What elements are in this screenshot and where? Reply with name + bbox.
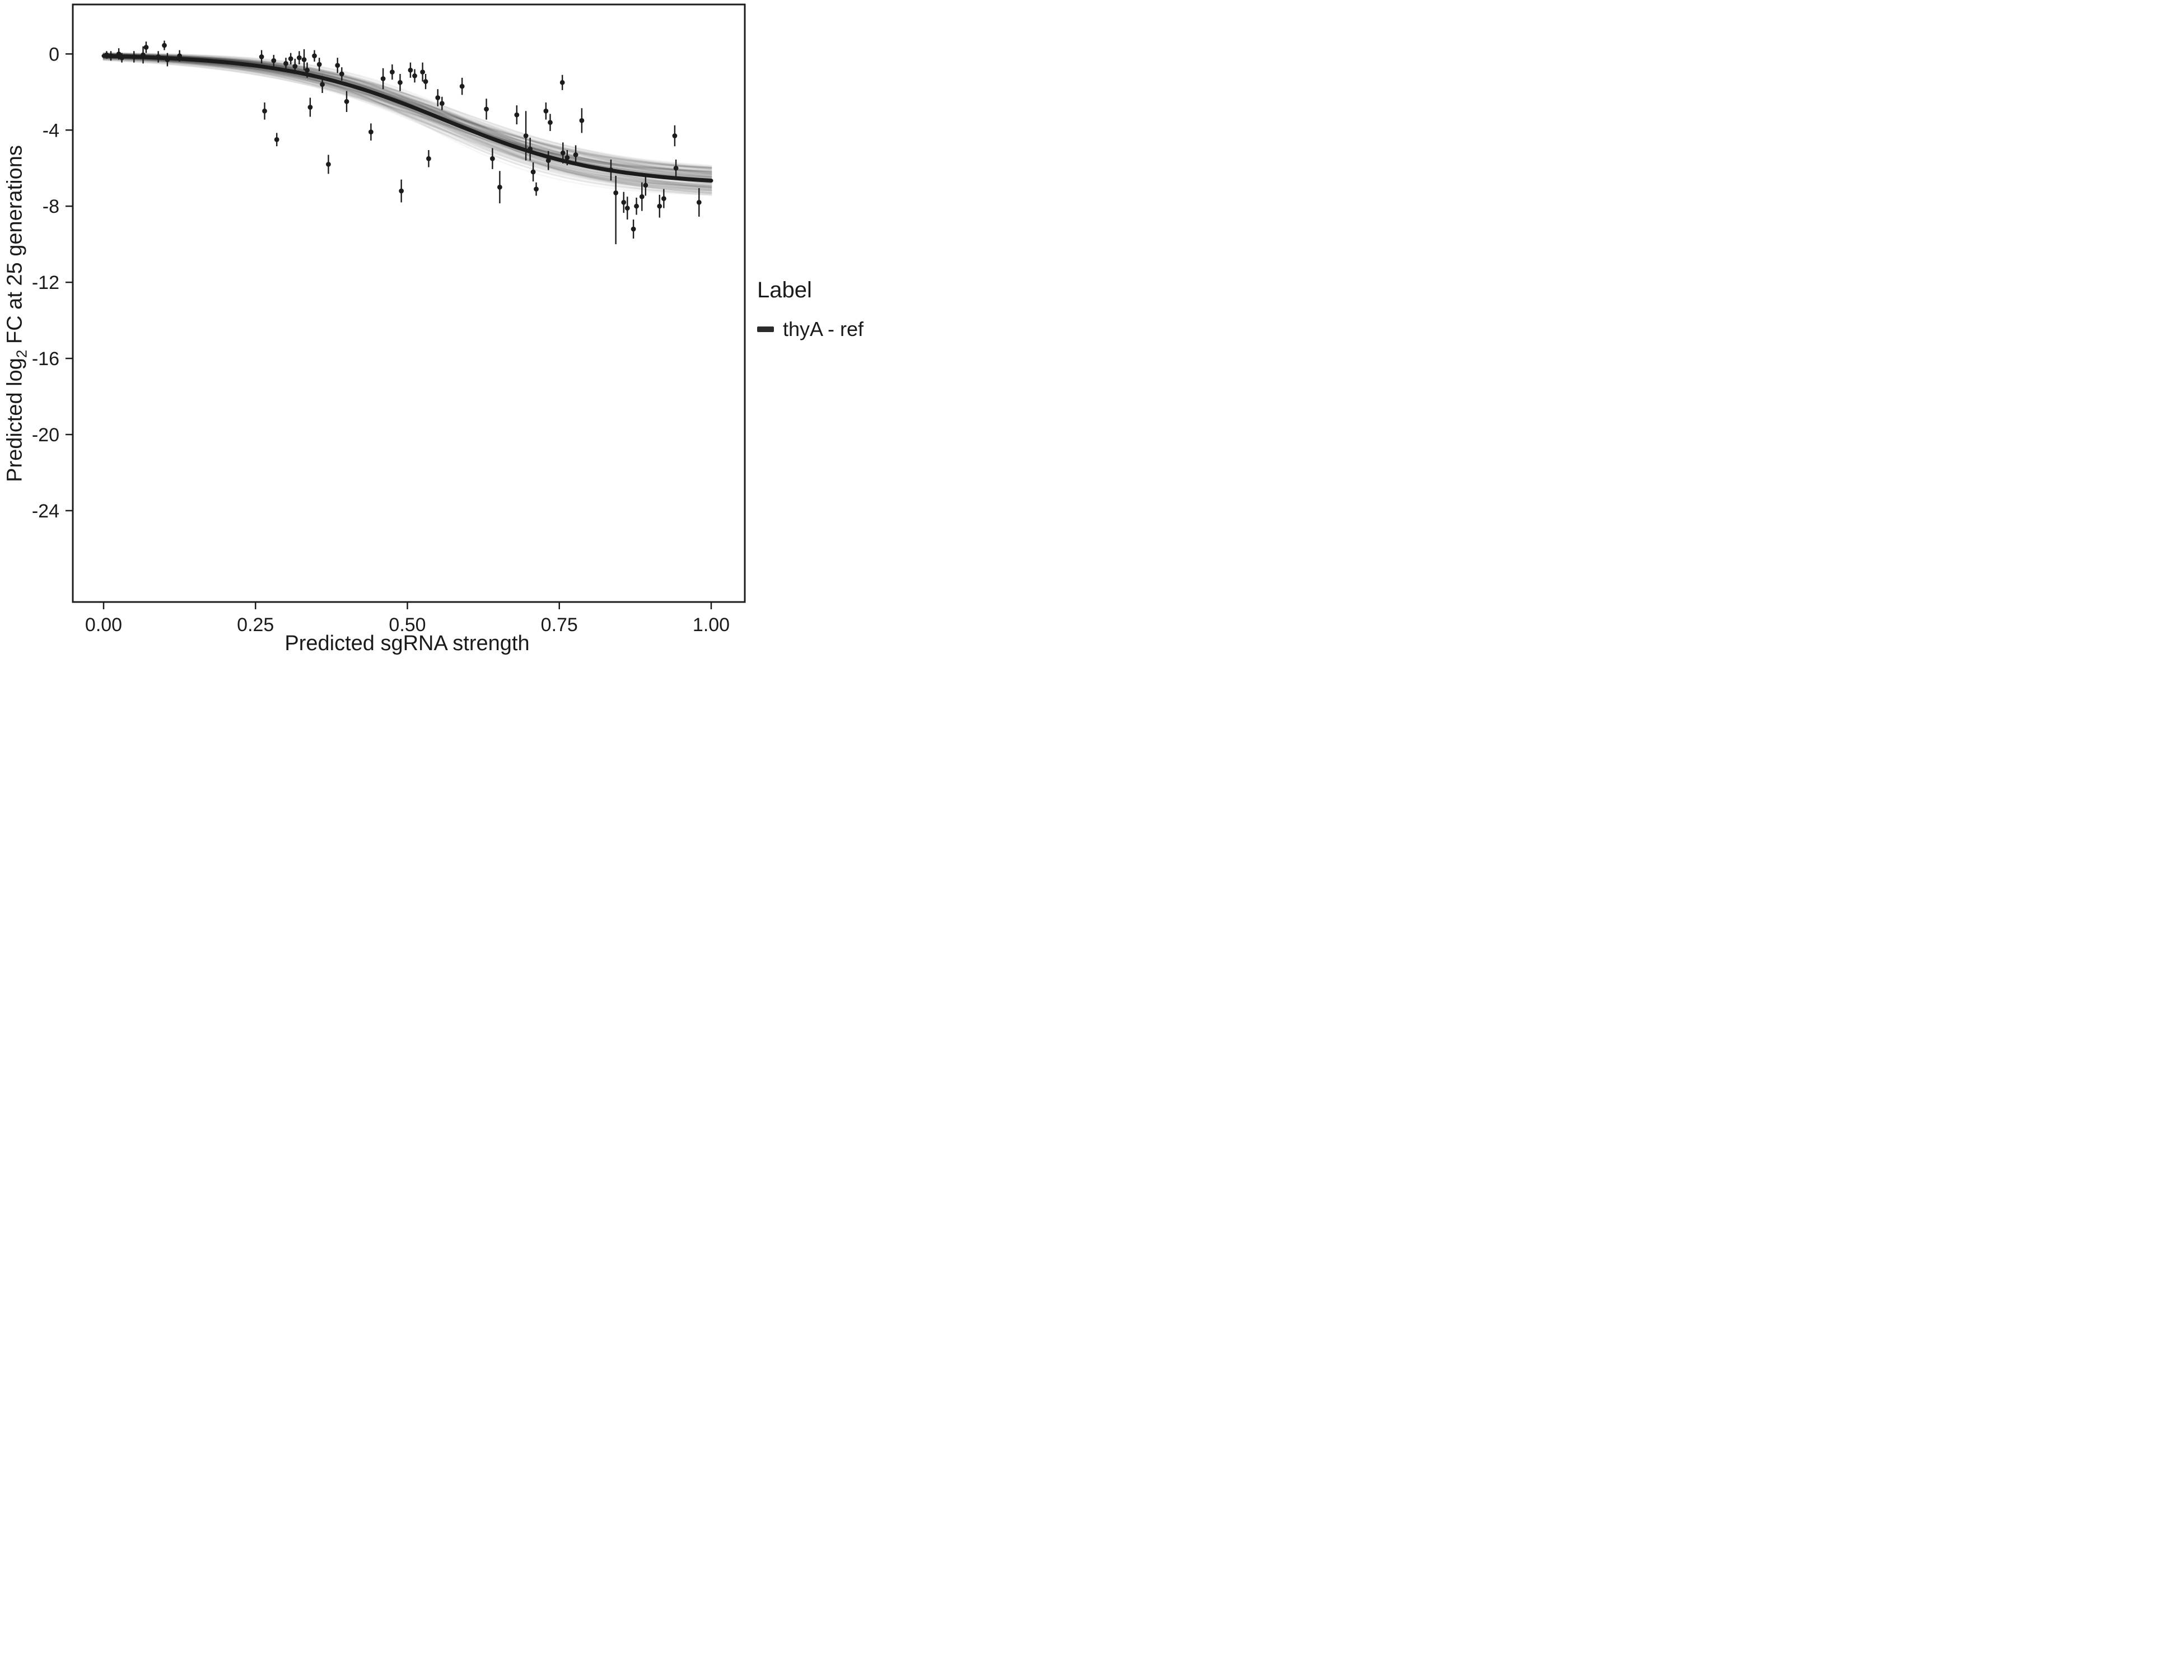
data-point [288, 56, 293, 62]
data-point [131, 54, 137, 59]
data-point [490, 156, 495, 161]
data-point [368, 129, 374, 135]
chart-canvas: 0.00 0.25 0.50 0.75 1.00 0 -4 -8 -12 -16 -20 -24 [32, 3, 746, 636]
x-tick-label: 1.00 [693, 614, 730, 636]
data-point [661, 196, 666, 202]
data-point [634, 203, 639, 209]
x-tick-label: 0.75 [541, 614, 578, 636]
data-point [283, 60, 288, 66]
data-point [657, 203, 662, 209]
legend-item: thyA - ref [757, 318, 864, 341]
data-point [271, 58, 277, 63]
data-point [696, 200, 702, 205]
y-tick-label: -20 [32, 424, 59, 446]
plot-panel-border [72, 3, 746, 603]
data-point [104, 52, 109, 58]
data-point [344, 99, 349, 104]
y-tick-label: -12 [32, 272, 59, 293]
data-point [545, 158, 551, 164]
legend-title: Label [757, 278, 812, 302]
data-point [119, 55, 124, 60]
data-point [423, 79, 428, 85]
y-tick-label: -8 [43, 196, 59, 217]
x-tick-label: 0.50 [389, 614, 426, 636]
data-point [165, 57, 170, 62]
y-axis-title-text-2: FC at 25 generations [3, 145, 27, 350]
x-tick-label: 0.25 [237, 614, 274, 636]
data-point [162, 43, 167, 48]
data-point [389, 69, 395, 75]
y-axis-title: Predicted log2 FC at 25 generations [3, 145, 31, 482]
data-point [573, 152, 578, 157]
data-point [412, 73, 417, 78]
data-point [156, 54, 161, 59]
data-point [301, 57, 307, 62]
data-point [643, 183, 648, 188]
data-point [420, 69, 426, 75]
data-point [608, 167, 614, 173]
data-point [534, 186, 539, 192]
data-point [305, 67, 310, 73]
y-tick-label: 0 [49, 44, 59, 65]
data-point [484, 106, 489, 112]
y-tick-label: -4 [43, 120, 59, 141]
data-point [399, 188, 404, 194]
data-point [548, 120, 553, 125]
data-point [564, 155, 570, 160]
data-point [143, 45, 149, 50]
legend: Label thyA - ref [757, 278, 864, 341]
x-tick-label: 0.00 [85, 614, 122, 636]
data-point [398, 80, 403, 85]
data-point [339, 71, 344, 77]
data-point [613, 190, 619, 195]
data-point [307, 105, 313, 110]
data-point [559, 80, 565, 85]
data-point [672, 133, 678, 138]
data-point [326, 162, 331, 167]
data-point [523, 133, 529, 138]
data-point [514, 112, 520, 118]
data-point [624, 206, 630, 211]
data-point [177, 53, 183, 59]
data-point [335, 63, 340, 68]
data-point [274, 137, 279, 142]
data-point [579, 118, 585, 123]
data-point [312, 53, 317, 59]
data-point [528, 146, 533, 152]
y-tick-label: -24 [32, 501, 59, 522]
legend-key-line [757, 326, 774, 332]
data-point [320, 82, 325, 87]
data-point [439, 101, 445, 106]
data-point [141, 52, 146, 58]
data-point [497, 184, 502, 190]
figure: 0.00 0.25 0.50 0.75 1.00 0 -4 -8 -12 -16 -20 -24 Pr… [0, 0, 874, 672]
data-point [673, 165, 679, 171]
data-point [543, 108, 549, 114]
data-point [426, 156, 431, 161]
data-point [530, 169, 536, 175]
data-point [380, 76, 386, 81]
x-axis-title: Predicted sgRNA strength [284, 632, 530, 655]
data-point [408, 67, 413, 73]
data-point [296, 55, 302, 60]
y-axis-title-subscript: 2 [13, 349, 30, 358]
data-point [108, 53, 114, 59]
data-point [292, 64, 298, 69]
data-point [316, 62, 322, 67]
y-tick-label: -16 [32, 348, 59, 370]
data-point [621, 200, 627, 205]
data-point [459, 83, 465, 89]
data-point [259, 54, 264, 59]
data-point [435, 95, 441, 100]
data-point [560, 150, 566, 156]
data-point [116, 51, 122, 57]
y-axis-title-text: Predicted log [3, 358, 27, 482]
legend-item-label: thyA - ref [783, 318, 864, 340]
data-point [262, 108, 267, 114]
data-point [639, 194, 645, 199]
data-point [631, 226, 636, 232]
